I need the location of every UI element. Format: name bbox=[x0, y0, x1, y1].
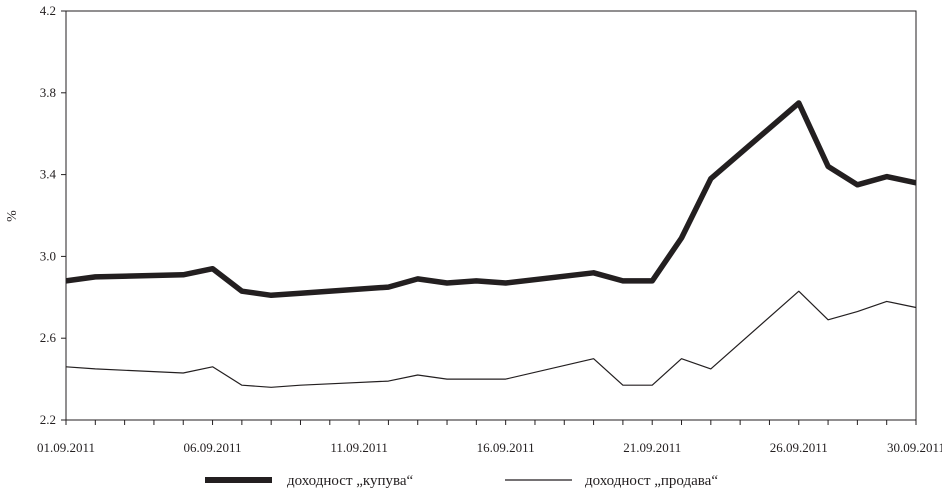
y-axis-label: % bbox=[5, 210, 20, 222]
x-tick-label: 16.09.2011 bbox=[477, 440, 535, 455]
x-tick-label: 30.09.2011 bbox=[887, 440, 942, 455]
x-tick-label: 26.09.2011 bbox=[770, 440, 828, 455]
x-tick-labels: 01.09.2011 06.09.2011 11.09.2011 16.09.2011… bbox=[37, 440, 942, 455]
y-tick-label: 3.4 bbox=[40, 167, 57, 182]
y-tick-label: 2.2 bbox=[40, 412, 56, 427]
legend-label-sell: доходност „продава“ bbox=[585, 473, 718, 489]
y-tick-labels: 2.2 2.6 3.0 3.4 3.8 4.2 bbox=[40, 3, 57, 427]
y-tick-label: 4.2 bbox=[40, 3, 56, 18]
axes bbox=[61, 10, 917, 425]
series-line-buy bbox=[65, 100, 917, 299]
x-tick-label: 11.09.2011 bbox=[330, 440, 388, 455]
legend-label-buy: доходност „купува“ bbox=[287, 473, 414, 489]
x-tick-label: 21.09.2011 bbox=[623, 440, 681, 455]
series-line-sell bbox=[65, 290, 917, 388]
x-tick-label: 01.09.2011 bbox=[37, 440, 95, 455]
y-tick-label: 3.0 bbox=[40, 248, 56, 263]
legend: доходност „купува“ доходност „продава“ bbox=[205, 473, 718, 489]
x-tick-label: 06.09.2011 bbox=[184, 440, 242, 455]
y-tick-label: 3.8 bbox=[40, 85, 56, 100]
series-layer bbox=[65, 100, 917, 388]
plot-frame bbox=[65, 10, 917, 421]
y-tick-label: 2.6 bbox=[40, 330, 57, 345]
